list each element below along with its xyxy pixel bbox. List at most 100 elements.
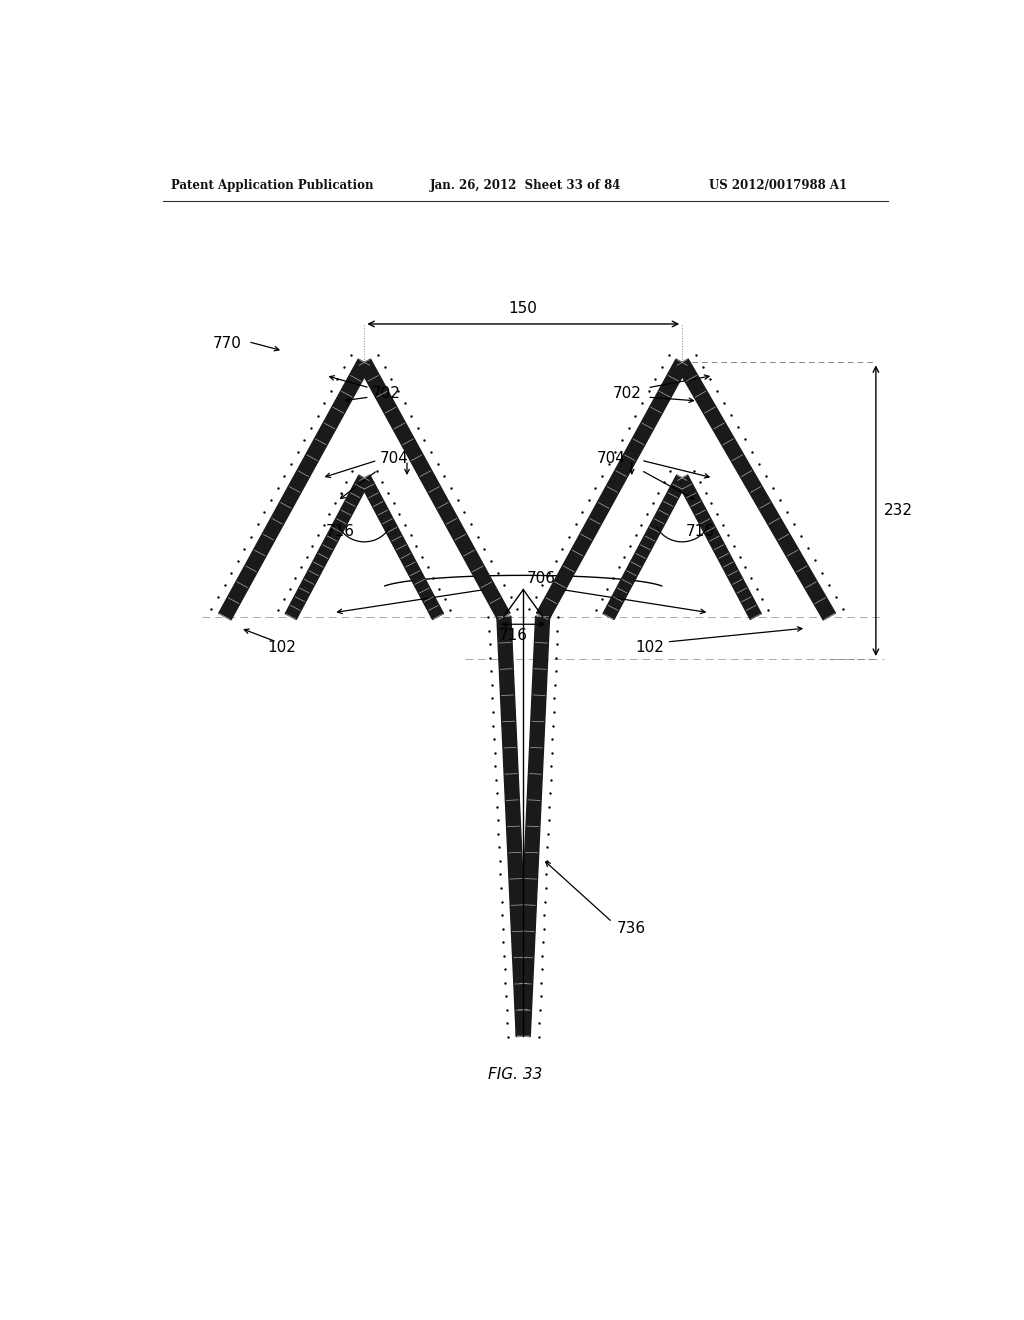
Point <box>549 620 565 642</box>
Point <box>736 429 753 450</box>
Point <box>450 490 466 511</box>
Point <box>610 557 627 578</box>
Point <box>534 958 550 979</box>
Point <box>223 562 240 583</box>
Point <box>599 578 615 599</box>
Point <box>499 1012 515 1034</box>
Point <box>820 574 837 595</box>
Point <box>793 525 809 546</box>
Point <box>535 574 551 595</box>
Point <box>701 368 718 389</box>
Point <box>482 550 499 572</box>
Text: 102: 102 <box>267 640 296 655</box>
Point <box>731 546 748 568</box>
Point <box>647 368 664 389</box>
Point <box>581 490 597 511</box>
Point <box>548 647 564 668</box>
Point <box>343 345 359 366</box>
Point <box>485 729 502 750</box>
Point <box>396 393 413 414</box>
Point <box>656 471 673 492</box>
Point <box>237 539 253 560</box>
Point <box>481 634 498 655</box>
Point <box>548 550 564 572</box>
Point <box>605 568 622 589</box>
Point <box>377 356 393 378</box>
Point <box>316 393 333 414</box>
Point <box>814 562 830 583</box>
Point <box>338 471 354 492</box>
Point <box>290 441 306 462</box>
Text: 716: 716 <box>499 628 527 643</box>
Point <box>484 701 501 722</box>
Point <box>765 478 781 499</box>
Point <box>574 502 591 523</box>
Text: US 2012/0017988 A1: US 2012/0017988 A1 <box>710 178 848 191</box>
Point <box>527 586 544 607</box>
Point <box>431 578 447 599</box>
Point <box>380 482 396 503</box>
Point <box>600 453 616 474</box>
Point <box>535 932 551 953</box>
Point <box>545 729 561 750</box>
Point <box>296 429 312 450</box>
Text: 704: 704 <box>597 451 626 466</box>
Point <box>503 586 519 607</box>
Point <box>650 482 667 503</box>
Point <box>660 345 677 366</box>
Point <box>742 568 759 589</box>
Point <box>484 688 501 709</box>
Point <box>546 688 562 709</box>
Point <box>409 536 425 557</box>
Point <box>607 441 624 462</box>
Point <box>716 392 732 413</box>
Point <box>550 607 566 628</box>
Point <box>720 525 736 546</box>
Point <box>250 513 266 535</box>
Point <box>344 461 360 482</box>
Text: Jan. 26, 2012  Sheet 33 of 84: Jan. 26, 2012 Sheet 33 of 84 <box>430 178 622 191</box>
Text: 150: 150 <box>509 301 538 317</box>
Point <box>492 850 508 871</box>
Point <box>402 525 419 546</box>
Point <box>493 878 509 899</box>
Point <box>538 863 554 884</box>
Text: 706: 706 <box>527 570 556 586</box>
Point <box>315 515 332 536</box>
Point <box>588 599 604 620</box>
Point <box>548 661 564 682</box>
Point <box>726 536 742 557</box>
Point <box>785 513 802 535</box>
Point <box>299 546 315 568</box>
Point <box>256 502 272 523</box>
Point <box>540 837 556 858</box>
Point <box>653 356 670 378</box>
Point <box>487 770 504 791</box>
Point <box>482 647 499 668</box>
Point <box>369 461 385 482</box>
Point <box>442 599 459 620</box>
Polygon shape <box>286 475 370 619</box>
Polygon shape <box>676 359 836 620</box>
Point <box>545 715 561 737</box>
Text: 704: 704 <box>380 451 409 466</box>
Point <box>694 356 711 378</box>
Point <box>229 550 246 572</box>
Point <box>385 492 401 513</box>
Text: 702: 702 <box>372 385 401 401</box>
Polygon shape <box>677 475 761 619</box>
Point <box>537 904 553 925</box>
Point <box>594 589 610 610</box>
Point <box>686 461 702 482</box>
Point <box>391 503 408 524</box>
Point <box>807 550 823 572</box>
Point <box>537 891 553 912</box>
Point <box>622 536 638 557</box>
Point <box>481 620 498 642</box>
Point <box>546 701 562 722</box>
Point <box>509 598 525 619</box>
Point <box>616 546 633 568</box>
Point <box>540 824 556 845</box>
Polygon shape <box>358 475 443 619</box>
Point <box>743 441 760 462</box>
